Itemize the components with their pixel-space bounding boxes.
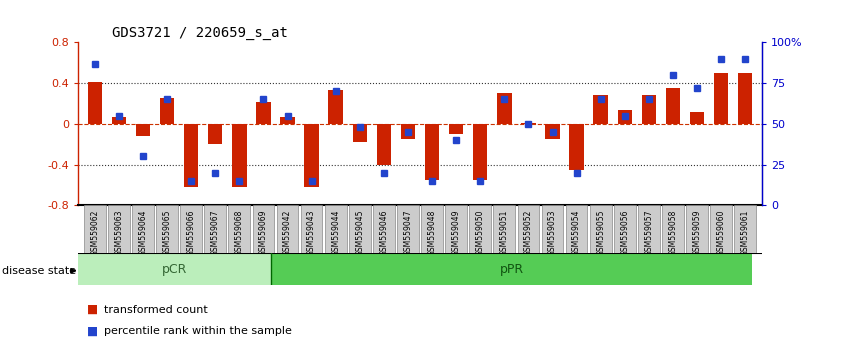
Text: GSM559058: GSM559058 (669, 209, 677, 256)
Text: GSM559051: GSM559051 (500, 209, 509, 256)
FancyBboxPatch shape (349, 205, 371, 253)
FancyBboxPatch shape (614, 205, 636, 253)
Bar (184, 124, 198, 187)
FancyBboxPatch shape (494, 205, 515, 253)
Text: GSM559055: GSM559055 (596, 209, 605, 256)
FancyBboxPatch shape (445, 205, 467, 253)
Bar (377, 124, 391, 165)
Bar (569, 124, 584, 170)
FancyBboxPatch shape (156, 205, 178, 253)
Text: GSM559047: GSM559047 (404, 209, 412, 256)
Bar (136, 124, 150, 136)
Text: GSM559043: GSM559043 (307, 209, 316, 256)
Bar (208, 124, 223, 144)
FancyBboxPatch shape (421, 205, 443, 253)
Text: GSM559057: GSM559057 (644, 209, 653, 256)
Text: GSM559063: GSM559063 (114, 209, 123, 256)
Bar (328, 90, 343, 124)
Bar (256, 102, 271, 124)
Bar (642, 96, 656, 124)
Text: GSM559067: GSM559067 (210, 209, 220, 256)
Bar (738, 73, 753, 124)
Text: pPR: pPR (500, 263, 524, 275)
FancyBboxPatch shape (662, 205, 684, 253)
Bar (449, 124, 463, 134)
Bar (690, 112, 704, 124)
Text: GSM559059: GSM559059 (693, 209, 701, 256)
FancyBboxPatch shape (710, 205, 732, 253)
Bar (160, 98, 174, 124)
Text: GSM559069: GSM559069 (259, 209, 268, 256)
FancyBboxPatch shape (541, 205, 564, 253)
Bar (473, 124, 488, 180)
FancyBboxPatch shape (325, 205, 346, 253)
Bar (271, 253, 753, 285)
Bar (281, 117, 294, 124)
FancyBboxPatch shape (229, 205, 250, 253)
FancyBboxPatch shape (638, 205, 660, 253)
Text: GSM559042: GSM559042 (283, 209, 292, 256)
Text: pCR: pCR (162, 263, 187, 275)
FancyBboxPatch shape (590, 205, 611, 253)
Bar (401, 124, 415, 139)
Text: percentile rank within the sample: percentile rank within the sample (104, 326, 292, 336)
FancyBboxPatch shape (373, 205, 395, 253)
FancyBboxPatch shape (276, 205, 299, 253)
FancyBboxPatch shape (204, 205, 226, 253)
Bar (666, 88, 680, 124)
Bar (714, 73, 728, 124)
Text: GSM559066: GSM559066 (187, 209, 196, 256)
Text: GSM559054: GSM559054 (572, 209, 581, 256)
Text: disease state: disease state (2, 266, 76, 276)
FancyBboxPatch shape (84, 205, 106, 253)
Text: GSM559065: GSM559065 (163, 209, 171, 256)
Bar (232, 124, 247, 187)
Bar (593, 96, 608, 124)
Bar (352, 124, 367, 142)
FancyBboxPatch shape (253, 205, 275, 253)
Text: GSM559044: GSM559044 (331, 209, 340, 256)
Bar (112, 117, 126, 124)
Bar (521, 123, 536, 124)
Text: ■: ■ (87, 325, 98, 337)
Bar (304, 124, 319, 187)
Text: GSM559060: GSM559060 (717, 209, 726, 256)
Text: transformed count: transformed count (104, 305, 208, 315)
Bar (78, 253, 271, 285)
Text: GSM559064: GSM559064 (139, 209, 147, 256)
Text: GSM559052: GSM559052 (524, 209, 533, 256)
FancyBboxPatch shape (518, 205, 540, 253)
Text: GSM559049: GSM559049 (452, 209, 461, 256)
Text: GSM559053: GSM559053 (548, 209, 557, 256)
Bar (425, 124, 439, 180)
FancyBboxPatch shape (686, 205, 708, 253)
FancyBboxPatch shape (469, 205, 491, 253)
Text: ■: ■ (87, 303, 98, 316)
FancyBboxPatch shape (565, 205, 587, 253)
Text: GSM559068: GSM559068 (235, 209, 244, 256)
Bar (617, 110, 632, 124)
FancyBboxPatch shape (734, 205, 756, 253)
Text: GSM559048: GSM559048 (428, 209, 436, 256)
FancyBboxPatch shape (132, 205, 154, 253)
Text: GSM559062: GSM559062 (90, 209, 100, 256)
FancyBboxPatch shape (301, 205, 322, 253)
Text: GSM559046: GSM559046 (379, 209, 388, 256)
Text: GSM559050: GSM559050 (475, 209, 485, 256)
FancyBboxPatch shape (108, 205, 130, 253)
Text: GSM559061: GSM559061 (740, 209, 750, 256)
FancyBboxPatch shape (397, 205, 419, 253)
Text: GSM559045: GSM559045 (355, 209, 365, 256)
Bar (546, 124, 559, 139)
Bar (87, 82, 102, 124)
Bar (497, 93, 512, 124)
FancyBboxPatch shape (180, 205, 202, 253)
Text: GSM559056: GSM559056 (620, 209, 630, 256)
Text: GDS3721 / 220659_s_at: GDS3721 / 220659_s_at (113, 26, 288, 40)
